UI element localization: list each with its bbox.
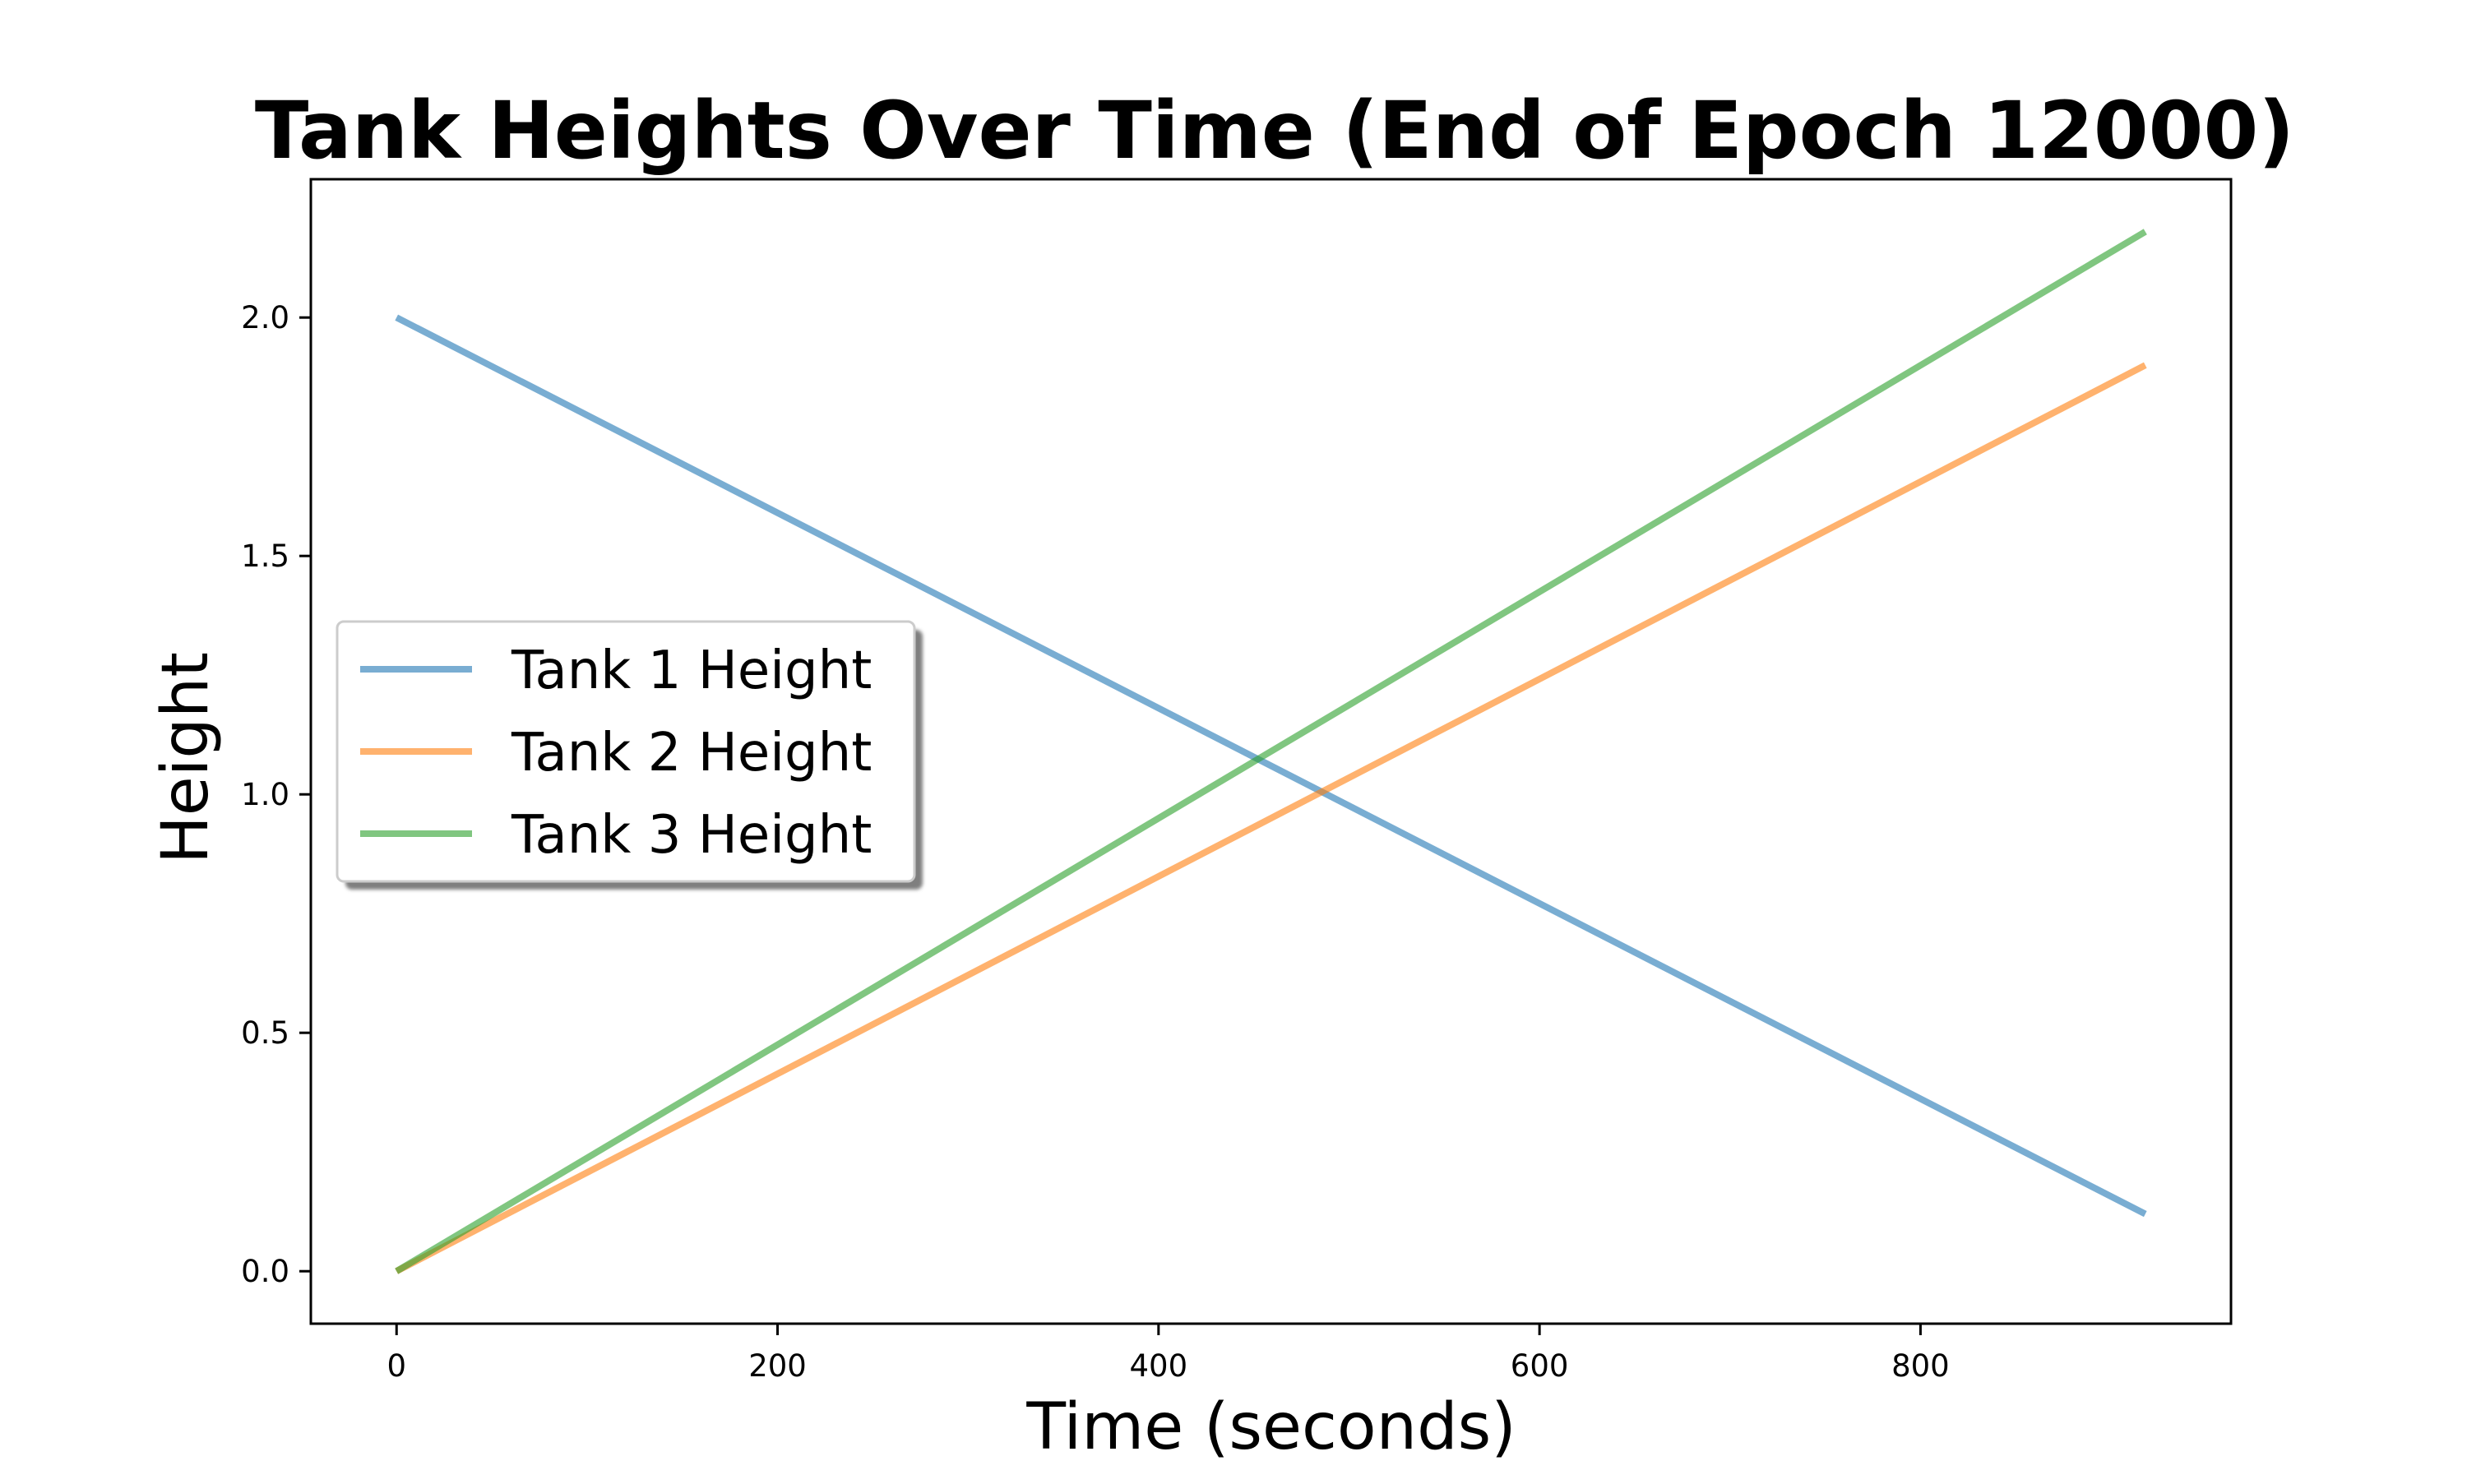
plot-area-frame (309, 178, 2233, 1325)
series-line-tank-1 (395, 314, 2147, 1218)
x-axis-label: Time (seconds) (1025, 1390, 1516, 1464)
legend-label: Tank 1 Height (511, 640, 872, 701)
y-tick-label: 0.0 (241, 1254, 289, 1289)
x-tick-label: 600 (1511, 1348, 1569, 1384)
legend-box (336, 620, 916, 883)
y-axis-ticks: 0.0 0.5 1.0 1.5 2.0 (241, 300, 311, 1289)
y-axis-label: Height (149, 652, 223, 864)
legend: Tank 1 Height Tank 2 Height Tank 3 Height (336, 620, 923, 890)
legend-label: Tank 2 Height (511, 723, 872, 784)
x-tick-label: 200 (748, 1348, 807, 1384)
x-axis-ticks: 0 200 400 600 800 (386, 1324, 1950, 1384)
x-tick-label: 0 (386, 1348, 406, 1384)
legend-label: Tank 3 Height (511, 805, 872, 866)
series-line-tank-3 (395, 229, 2147, 1274)
x-tick-label: 400 (1130, 1348, 1188, 1384)
y-tick-label: 1.0 (241, 777, 289, 812)
series-line-tank-2 (395, 362, 2147, 1274)
y-tick-label: 0.5 (241, 1015, 289, 1051)
y-tick-label: 2.0 (241, 300, 289, 335)
y-tick-label: 1.5 (241, 539, 289, 574)
chart-title: Tank Heights Over Time (End of Epoch 120… (255, 85, 2294, 177)
x-tick-label: 800 (1891, 1348, 1950, 1384)
series-lines (395, 229, 2147, 1274)
